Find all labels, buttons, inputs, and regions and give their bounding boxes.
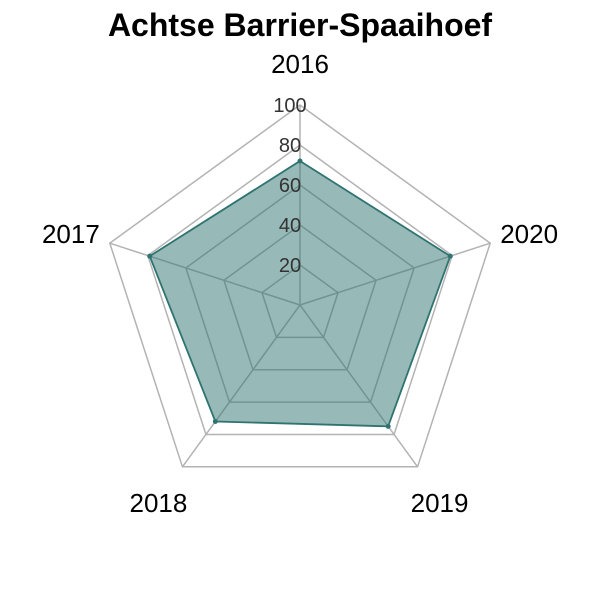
data-point-2019 (385, 423, 391, 429)
series-layer (147, 158, 453, 429)
tick-label-80: 80 (279, 135, 301, 157)
grid-ring-80 (146, 144, 454, 436)
chart-title: Achtse Barrier-Spaaihoef (108, 7, 492, 43)
axis-label-2018: 2018 (130, 488, 188, 518)
axis-label-2020: 2020 (500, 219, 558, 249)
tick-label-layer: 20 40 60 80 100 (273, 95, 306, 277)
tick-label-20: 20 (279, 255, 301, 277)
data-point-2016 (297, 158, 303, 164)
axis-label-2019: 2019 (411, 488, 469, 518)
tick-label-100: 100 (273, 95, 306, 117)
tick-label-40: 40 (279, 215, 301, 237)
data-point-2017 (147, 253, 153, 259)
data-point-2018 (212, 418, 218, 424)
tick-label-60: 60 (279, 175, 301, 197)
axis-label-2017: 2017 (42, 219, 100, 249)
series-area (148, 159, 452, 428)
axis-label-layer: 2016 2020 2019 2018 2017 (42, 49, 558, 518)
data-point-2020 (447, 253, 453, 259)
axis-label-2016: 2016 (271, 49, 329, 79)
grid-ring-100 (108, 104, 492, 468)
